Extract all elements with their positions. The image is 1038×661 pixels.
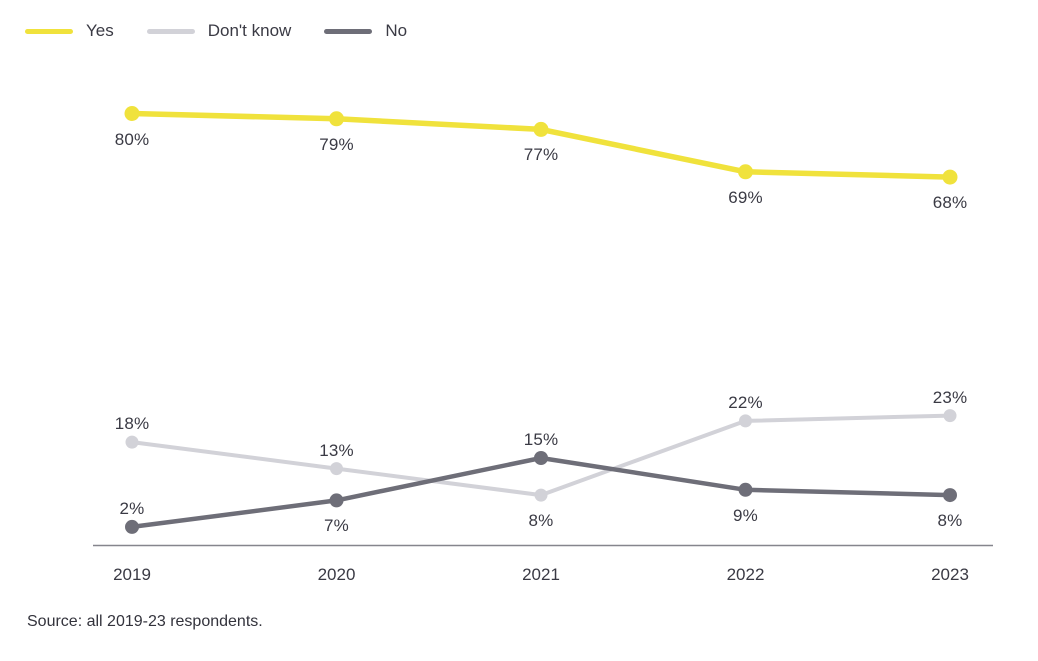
data-point xyxy=(329,493,344,508)
value-label: 77% xyxy=(523,145,559,165)
x-axis-tick-label: 2020 xyxy=(317,565,356,584)
data-point xyxy=(124,106,140,121)
value-label: 7% xyxy=(324,516,349,536)
value-label: 2% xyxy=(119,498,145,518)
value-label: 68% xyxy=(932,193,968,213)
value-label: 15% xyxy=(523,430,559,449)
data-point xyxy=(533,121,549,137)
data-point xyxy=(329,111,344,127)
value-label: 79% xyxy=(319,134,354,154)
legend-swatch-no xyxy=(324,28,373,34)
value-label: 8% xyxy=(528,511,554,531)
legend-item-dont-know: Don't know xyxy=(146,21,292,41)
data-point xyxy=(943,409,957,423)
legend-swatch-dont-know xyxy=(146,28,195,34)
value-label: 9% xyxy=(733,505,758,525)
data-point xyxy=(943,488,957,503)
legend-item-yes: Yes xyxy=(25,21,114,41)
legend-swatch-yes xyxy=(25,28,73,34)
x-axis-tick-label: 2022 xyxy=(726,565,765,584)
x-axis-tick-label: 2021 xyxy=(522,565,560,584)
data-point xyxy=(125,519,139,534)
legend-label-dont-know: Don't know xyxy=(207,21,292,40)
value-label: 8% xyxy=(937,511,963,531)
data-point xyxy=(534,488,548,502)
value-label: 23% xyxy=(932,387,968,407)
data-point xyxy=(125,435,139,449)
value-label: 69% xyxy=(728,187,763,207)
value-label: 13% xyxy=(319,440,354,460)
legend-item-no: No xyxy=(324,21,407,41)
data-point xyxy=(534,451,548,465)
source-note: Source: all 2019-23 respondents. xyxy=(27,613,263,630)
value-label: 18% xyxy=(114,414,150,434)
legend-label-no: No xyxy=(385,21,408,40)
legend-label-yes: Yes xyxy=(86,21,114,40)
data-point xyxy=(738,482,753,497)
x-axis-tick-label: 2023 xyxy=(931,565,969,584)
data-point xyxy=(739,414,752,428)
legend: Yes Don't know No xyxy=(25,21,440,41)
x-axis-tick-label: 2019 xyxy=(113,565,151,584)
data-point xyxy=(330,462,343,476)
data-point xyxy=(738,164,753,180)
value-label: 22% xyxy=(728,392,763,412)
value-label: 80% xyxy=(114,129,150,149)
data-point xyxy=(942,169,958,185)
